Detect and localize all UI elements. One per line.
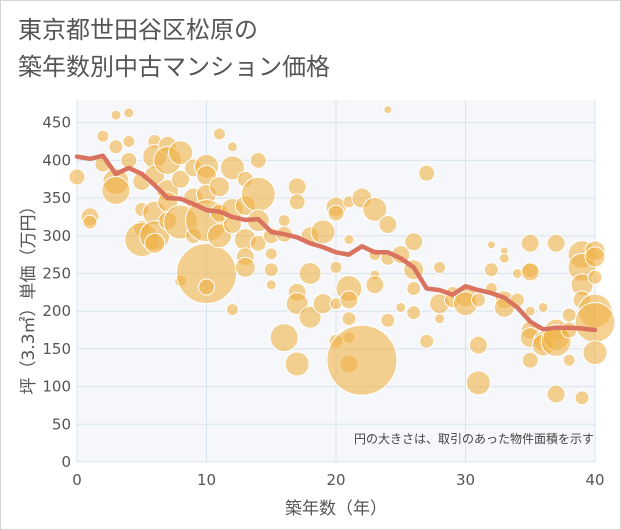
data-bubble: [404, 232, 424, 252]
data-bubble: [168, 140, 194, 166]
y-tick-label: 450: [42, 114, 71, 132]
data-bubble: [225, 303, 239, 317]
data-bubble: [219, 155, 245, 181]
data-bubble: [343, 234, 355, 246]
y-tick-label: 400: [42, 151, 71, 169]
data-bubble: [249, 151, 267, 169]
x-tick-label: 0: [72, 471, 82, 489]
data-bubble: [406, 281, 422, 297]
data-bubble: [326, 324, 398, 396]
data-bubble: [561, 307, 577, 323]
x-tick-label: 30: [456, 471, 475, 489]
data-bubble: [433, 260, 447, 274]
x-tick-label: 10: [197, 471, 216, 489]
data-bubble: [521, 351, 539, 369]
data-bubble: [483, 262, 499, 278]
data-bubble: [249, 234, 267, 252]
data-bubble: [284, 351, 310, 377]
chart-title: 東京都世田谷区松原の 築年数別中古マンション価格: [18, 16, 330, 81]
x-tick-label: 40: [585, 471, 604, 489]
data-bubble: [395, 301, 407, 313]
data-bubble: [418, 164, 436, 182]
data-bubble: [406, 305, 422, 321]
y-tick-label: 0: [61, 453, 71, 471]
data-bubble: [537, 301, 549, 313]
y-tick-label: 300: [42, 227, 71, 245]
data-bubble: [383, 105, 393, 115]
x-tick-label: 20: [326, 471, 345, 489]
data-bubble: [68, 168, 86, 186]
y-tick-label: 200: [42, 302, 71, 320]
data-bubble: [468, 335, 488, 355]
data-bubble: [176, 242, 237, 304]
data-bubble: [562, 353, 576, 367]
data-bubble: [465, 370, 491, 396]
data-bubble: [298, 261, 322, 285]
data-bubble: [434, 313, 446, 325]
data-bubble: [546, 233, 566, 253]
data-bubble: [380, 312, 396, 328]
data-bubble: [82, 214, 98, 230]
y-tick-label: 50: [52, 415, 71, 433]
data-bubble: [587, 269, 603, 285]
data-bubble: [362, 196, 388, 222]
data-bubble: [277, 214, 291, 228]
data-bubble: [470, 292, 486, 308]
x-axis-label: 築年数（年）: [285, 499, 387, 519]
data-bubble: [329, 260, 343, 274]
data-bubble: [263, 262, 279, 278]
data-bubble: [574, 390, 590, 406]
data-bubble: [122, 134, 136, 148]
data-bubble: [108, 139, 124, 155]
y-axis-label: 坪（3.3㎡）単価（万円）: [19, 197, 39, 394]
y-tick-label: 150: [42, 340, 71, 358]
data-bubble: [123, 107, 135, 119]
data-bubble: [327, 204, 345, 222]
y-tick-label: 350: [42, 189, 71, 207]
data-bubble: [584, 246, 606, 268]
data-bubble: [365, 275, 385, 295]
data-bubble: [288, 193, 306, 211]
y-tick-label: 250: [42, 264, 71, 282]
data-bubble: [520, 233, 540, 253]
data-bubble: [520, 262, 540, 282]
data-bubble: [269, 323, 299, 353]
data-bubble: [287, 177, 307, 197]
data-bubble: [96, 129, 110, 143]
y-tick-label: 100: [42, 378, 71, 396]
data-bubble: [110, 109, 122, 121]
chart-note: 円の大きさは、取引のあった物件面積を示す: [354, 431, 594, 446]
data-bubble: [171, 169, 191, 189]
data-bubble: [378, 214, 398, 234]
data-bubble: [310, 219, 336, 245]
data-bubble: [226, 141, 238, 153]
data-bubble: [486, 240, 496, 250]
data-bubble: [298, 305, 322, 329]
data-bubble: [524, 305, 536, 317]
trend-line: [74, 153, 598, 333]
axis-ticks: 0 50 100 150 200 250 300 350 400 450 0 10 20 30 40: [42, 114, 604, 489]
data-bubble: [144, 232, 166, 254]
data-bubble: [240, 176, 276, 212]
data-bubble: [212, 127, 226, 141]
data-bubble: [264, 247, 278, 261]
data-bubble: [341, 311, 357, 327]
data-bubble: [511, 267, 523, 279]
data-bubble: [498, 252, 510, 264]
data-bubble: [574, 301, 616, 343]
data-bubble: [582, 340, 608, 366]
data-bubble: [208, 176, 230, 198]
data-bubble: [265, 279, 277, 291]
data-bubble: [198, 278, 215, 296]
data-bubble: [101, 176, 131, 205]
data-bubble: [546, 384, 566, 404]
bubble-series: [68, 105, 616, 406]
data-bubble: [339, 290, 359, 310]
data-bubble: [234, 256, 256, 278]
data-bubble: [419, 333, 435, 349]
